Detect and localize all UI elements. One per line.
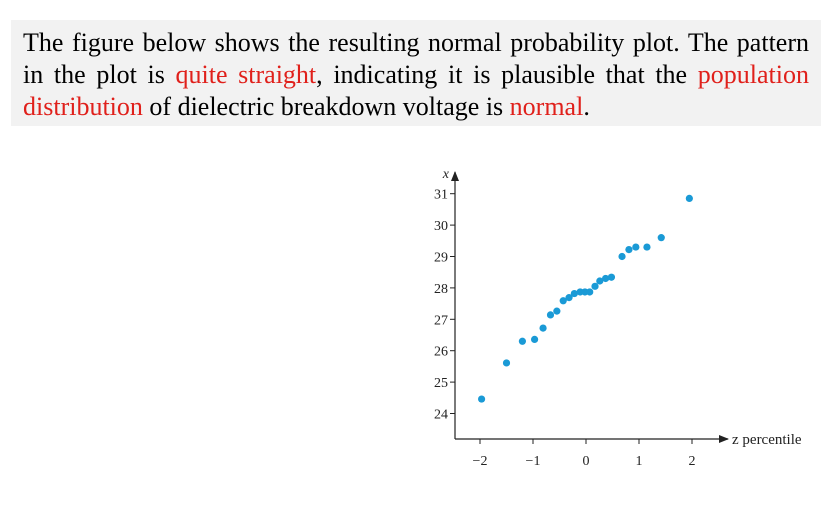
paragraph-text-3: of dielectric breakdown voltage is: [142, 92, 510, 121]
y-tick-label: 25: [434, 376, 448, 391]
highlight-population-distribution: population distribution: [23, 60, 809, 121]
data-point: [546, 311, 555, 319]
paragraph-text-4: .: [583, 92, 590, 121]
x-tick-label: 1: [636, 454, 643, 469]
y-tick-label: 31: [434, 188, 448, 203]
y-tick-label: 29: [434, 251, 448, 266]
data-point: [553, 307, 561, 315]
data-point: [539, 324, 547, 332]
data-point: [570, 289, 578, 298]
data-point: [477, 395, 486, 403]
x-tick-label: −1: [526, 454, 541, 469]
data-point: [618, 252, 626, 261]
data-point: [607, 273, 616, 281]
data-point: [518, 337, 527, 345]
y-tick-label: 28: [434, 282, 448, 297]
x-tick-label: 0: [583, 454, 590, 469]
y-tick-label: 26: [434, 345, 448, 360]
x-axis-label: z percentile: [732, 432, 802, 448]
y-tick-label: 24: [434, 408, 448, 423]
y-tick-label: 30: [434, 219, 448, 234]
data-point: [502, 359, 511, 367]
paragraph-text-1: The figure below shows the resulting nor…: [23, 28, 809, 89]
data-point: [559, 297, 567, 305]
x-tick-label: −2: [473, 454, 488, 469]
data-point: [643, 243, 651, 251]
paragraph-text-2: , indicating it is plausible that the: [316, 60, 698, 89]
data-point: [602, 274, 610, 283]
data-point: [625, 245, 633, 254]
data-point: [565, 294, 573, 302]
y-tick-label: 27: [434, 313, 448, 328]
data-point: [586, 288, 594, 296]
highlight-quite-straight: quite straight: [175, 60, 317, 89]
data-point: [596, 277, 604, 285]
data-point: [657, 234, 665, 242]
data-point: [591, 282, 599, 290]
data-point: [632, 243, 640, 251]
data-point: [530, 335, 539, 343]
highlight-normal: normal: [509, 92, 584, 121]
x-tick-label: 2: [689, 454, 696, 469]
data-point: [685, 194, 693, 203]
description-paragraph: The figure below shows the resulting nor…: [11, 20, 821, 126]
y-axis-label: x: [442, 167, 450, 182]
